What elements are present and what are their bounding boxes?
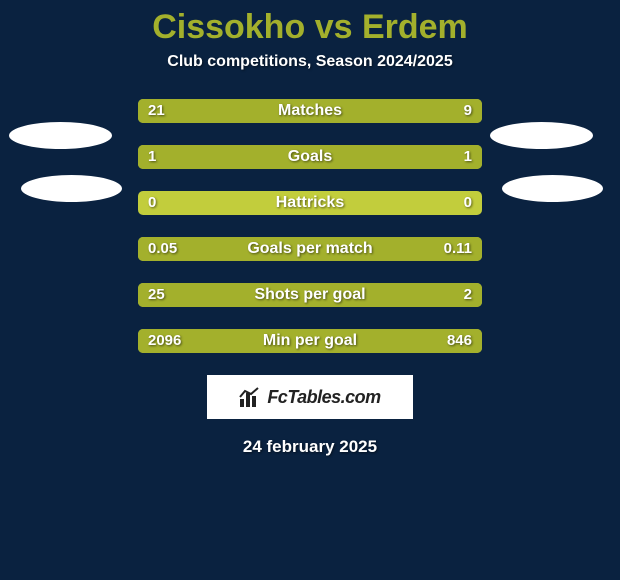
date-text: 24 february 2025 <box>0 437 620 457</box>
stat-row-track: 0.050.11Goals per match <box>138 237 482 261</box>
stat-row-track: 11Goals <box>138 145 482 169</box>
stat-row: 219Matches <box>138 99 482 123</box>
stat-row-track: 219Matches <box>138 99 482 123</box>
stat-bar-left <box>138 329 372 353</box>
stat-row-track: 252Shots per goal <box>138 283 482 307</box>
club-badge-placeholder <box>490 122 593 149</box>
brand-box: FcTables.com <box>207 375 413 419</box>
brand-text: FcTables.com <box>267 387 380 408</box>
stat-bar-left <box>138 283 410 307</box>
page-title: Cissokho vs Erdem <box>0 0 620 47</box>
stat-row-track: 2096846Min per goal <box>138 329 482 353</box>
stat-row: 2096846Min per goal <box>138 329 482 353</box>
club-badge-placeholder <box>21 175 122 202</box>
stat-row-track: 00Hattricks <box>138 191 482 215</box>
stat-row: 252Shots per goal <box>138 283 482 307</box>
stat-bar-right <box>410 283 482 307</box>
chart-icon <box>239 387 261 407</box>
club-badge-placeholder <box>9 122 112 149</box>
player-b-name: Erdem <box>362 8 468 47</box>
stat-bar-left <box>138 237 241 261</box>
club-badge-placeholder <box>502 175 603 202</box>
stat-bar-right <box>372 329 482 353</box>
stat-row-bg <box>138 191 482 215</box>
player-a-name: Cissokho <box>152 8 305 47</box>
stat-row: 0.050.11Goals per match <box>138 237 482 261</box>
stat-row: 11Goals <box>138 145 482 169</box>
stat-bar-right <box>310 145 482 169</box>
subtitle: Club competitions, Season 2024/2025 <box>0 53 620 71</box>
stat-bar-right <box>241 237 482 261</box>
stat-bar-left <box>138 145 310 169</box>
stat-bar-left <box>138 99 368 123</box>
vs-separator: vs <box>315 8 353 47</box>
stat-row: 00Hattricks <box>138 191 482 215</box>
stat-bar-right <box>368 99 482 123</box>
